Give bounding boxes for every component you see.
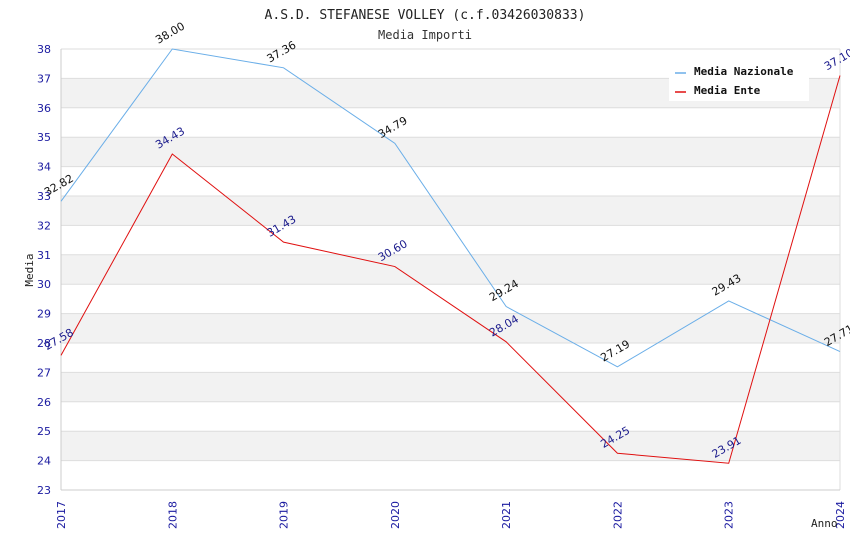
data-label-media-nazionale: 37.36 [265,38,299,65]
x-tick-label: 2019 [278,501,291,529]
y-tick-label: 34 [37,161,51,174]
data-label-media-nazionale: 32.82 [42,172,76,199]
y-tick-label: 33 [37,190,51,203]
x-axis-label: Anno [811,517,838,530]
y-tick-label: 30 [37,278,51,291]
y-axis-ticks: 23 24 25 26 27 28 29 30 31 32 33 34 35 36 37 38 [37,43,51,497]
legend-box [669,62,809,101]
x-tick-label: 2022 [611,501,624,529]
y-tick-label: 35 [37,131,51,144]
y-tick-label: 29 [37,308,51,321]
series-group [60,48,841,464]
chart-title: A.S.D. STEFANESE VOLLEY (c.f.03426030833… [265,8,586,23]
y-tick-label: 27 [37,366,51,379]
y-tick-label: 37 [37,72,51,85]
grid-band [61,313,840,343]
y-tick-label: 26 [37,396,51,409]
x-tick-label: 2024 [834,501,847,529]
y-tick-label: 36 [37,102,51,115]
data-label-media-ente: 27.58 [42,326,76,353]
x-tick-label: 2020 [389,501,402,529]
y-tick-label: 38 [37,43,51,56]
chart-subtitle: Media Importi [378,28,472,42]
x-tick-label: 2021 [500,501,513,529]
series-line-media-ente [60,75,841,464]
legend-label-media-ente: Media Ente [694,84,761,97]
x-axis-ticks: 2017 2018 2019 2020 2021 2022 2023 2024 [55,501,847,529]
y-axis-label: Media [23,253,36,286]
y-tick-label: 31 [37,249,51,262]
series-line-media-nazionale [60,48,841,368]
y-tick-label: 28 [37,337,51,350]
y-tick-label: 23 [37,484,51,497]
grid-band [61,372,840,402]
grid-band [61,431,840,461]
legend-label-media-nazionale: Media Nazionale [694,65,794,78]
legend: Media Nazionale Media Ente [669,62,809,101]
y-tick-label: 24 [37,455,51,468]
x-tick-label: 2017 [55,501,68,529]
data-label-media-ente: 37.10 [822,46,850,73]
grid-band [61,254,840,285]
y-tick-label: 32 [37,219,51,232]
grid-band [61,196,840,226]
grid-band [61,137,840,167]
y-tick-label: 25 [37,425,51,438]
x-tick-label: 2018 [166,501,179,529]
x-tick-label: 2023 [723,501,736,529]
data-label-media-nazionale: 38.00 [153,20,187,47]
grid-bands [61,78,840,461]
